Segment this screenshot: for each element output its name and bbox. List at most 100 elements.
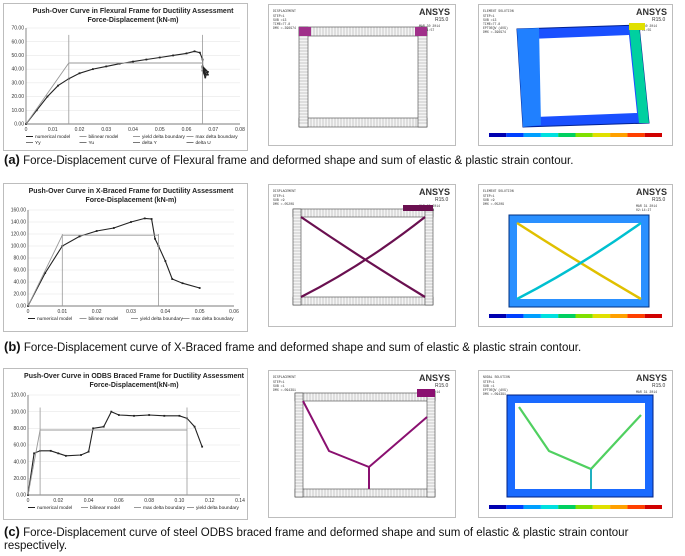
y-tick-label: 0.00 — [16, 493, 26, 499]
frame-member — [298, 117, 428, 128]
fea-info-line: TIME=77.8 — [483, 22, 500, 26]
brace-strain — [516, 221, 642, 301]
frame-member — [426, 392, 436, 498]
caption-text: Force-Displacement curve of Flexural fra… — [23, 155, 574, 167]
data-point — [112, 227, 115, 229]
caption-label: (c) — [4, 524, 20, 539]
data-point — [95, 230, 98, 232]
x-tick-label: 0.02 — [92, 309, 102, 315]
contour-legend-band — [644, 314, 662, 318]
data-point — [198, 51, 201, 54]
y-tick-label: 10.00 — [11, 108, 24, 114]
fea-info-line: SUB =1 — [483, 384, 495, 388]
data-point — [198, 287, 201, 289]
data-point — [87, 450, 90, 453]
data-point — [64, 454, 67, 457]
x-tick-label: 0.07 — [208, 127, 218, 133]
beam-end-plate — [417, 389, 435, 397]
x-tick-label: 0.12 — [205, 498, 215, 504]
contour-legend-band — [506, 314, 524, 318]
data-point — [178, 414, 181, 417]
contour-legend-band — [523, 505, 541, 509]
data-point — [80, 454, 82, 456]
data-point — [204, 76, 207, 79]
y-tick-label: 100.00 — [11, 409, 27, 415]
data-point — [117, 414, 120, 416]
y-tick-label: 60.00 — [13, 443, 26, 449]
fea-info-line: DMX =.094391 — [483, 392, 506, 396]
contour-legend-band — [558, 314, 576, 318]
y-tick-label: 70.00 — [11, 26, 24, 32]
x-tick-label: 0.03 — [126, 309, 136, 315]
chart-panel-b: Push-Over Curve in X-Braced Frame for Du… — [3, 183, 248, 332]
data-point — [154, 237, 156, 240]
fea-time: 02:14:27 — [636, 208, 651, 212]
x-tick-label: 0.08 — [235, 127, 245, 133]
data-point — [181, 282, 184, 285]
data-point — [204, 72, 207, 75]
fea-info-line: DMX =.396974 — [483, 30, 506, 34]
contour-legend-band — [610, 505, 628, 509]
fea-info-line: EPTOEQV (AVG) — [483, 26, 508, 30]
caption-b: (b) Force-Displacement curve of X-Braced… — [4, 340, 684, 355]
legend-label: Yy — [35, 140, 41, 146]
data-point — [102, 425, 105, 428]
contour-legend-band — [558, 505, 576, 509]
beam-end-plate — [415, 27, 427, 36]
x-tick-label: 0.04 — [84, 498, 94, 504]
brace-diagonal — [300, 216, 426, 298]
frame-opening — [529, 35, 637, 117]
chart-title: Push-Over Curve in ODBS Braced Frame for… — [24, 373, 245, 380]
fea-result-type: DISPLACEMENT — [273, 375, 296, 379]
data-point — [118, 62, 121, 65]
fea-info-line: DMX =.094391 — [273, 388, 296, 392]
brace-strain — [516, 221, 642, 301]
y-tick-label: 120.00 — [11, 393, 27, 399]
y-tick-label: 30.00 — [11, 80, 24, 86]
fea-info-line: SUB =13 — [273, 18, 286, 22]
contour-legend-band — [575, 133, 593, 137]
contour-legend-band — [644, 133, 662, 137]
deformed-shape-b: DISPLACEMENT STEP=1 SUB =9 DMX =.05209 ANSYS… — [268, 184, 456, 327]
legend-label: max delta boundary — [143, 505, 186, 511]
data-point — [193, 425, 196, 428]
y-tick-label: 40.00 — [13, 459, 26, 465]
y-tick-label: 20.00 — [13, 476, 26, 482]
contour-legend-band — [575, 505, 593, 509]
data-point — [207, 70, 209, 73]
contour-legend-band — [523, 133, 541, 137]
fea-date: MAR 30 2014 — [636, 24, 657, 28]
fea-info-line: STEP=1 — [483, 380, 495, 384]
y-tick-label: 20.00 — [11, 94, 24, 100]
data-point — [91, 68, 94, 71]
fea-info-line: STEP=1 — [483, 14, 495, 18]
data-point — [78, 235, 81, 238]
ansys-release: R15.0 — [652, 383, 666, 389]
data-point — [110, 410, 113, 413]
data-point — [158, 56, 161, 59]
fea-info-line: SUB =9 — [483, 198, 495, 202]
fea-info-line: STEP=1 — [483, 194, 495, 198]
x-tick-label: 0.01 — [48, 127, 58, 133]
y-tick-label: 140.00 — [11, 220, 27, 226]
fea-info-line: DMX =.396974 — [273, 26, 296, 30]
data-point — [185, 52, 188, 55]
legend-label: yield delta boundary — [142, 134, 186, 140]
frame-opening — [515, 403, 645, 489]
fea-info-line: SUB =13 — [483, 18, 496, 22]
y-tick-label: 60.00 — [13, 268, 26, 274]
fea-info-line: SUB =1 — [273, 384, 285, 388]
fea-result-type: DISPLACEMENT — [273, 9, 296, 13]
data-point — [172, 54, 175, 57]
caption-label: (b) — [4, 339, 21, 354]
data-point — [57, 452, 60, 455]
data-point — [130, 221, 132, 223]
contour-legend-band — [592, 133, 611, 137]
chart-subtitle: Force-Displacement(kN-m) — [89, 382, 178, 389]
y-tick-label: 80.00 — [13, 426, 26, 432]
beam-end-plate — [299, 27, 311, 36]
contour-legend-band — [610, 314, 628, 318]
